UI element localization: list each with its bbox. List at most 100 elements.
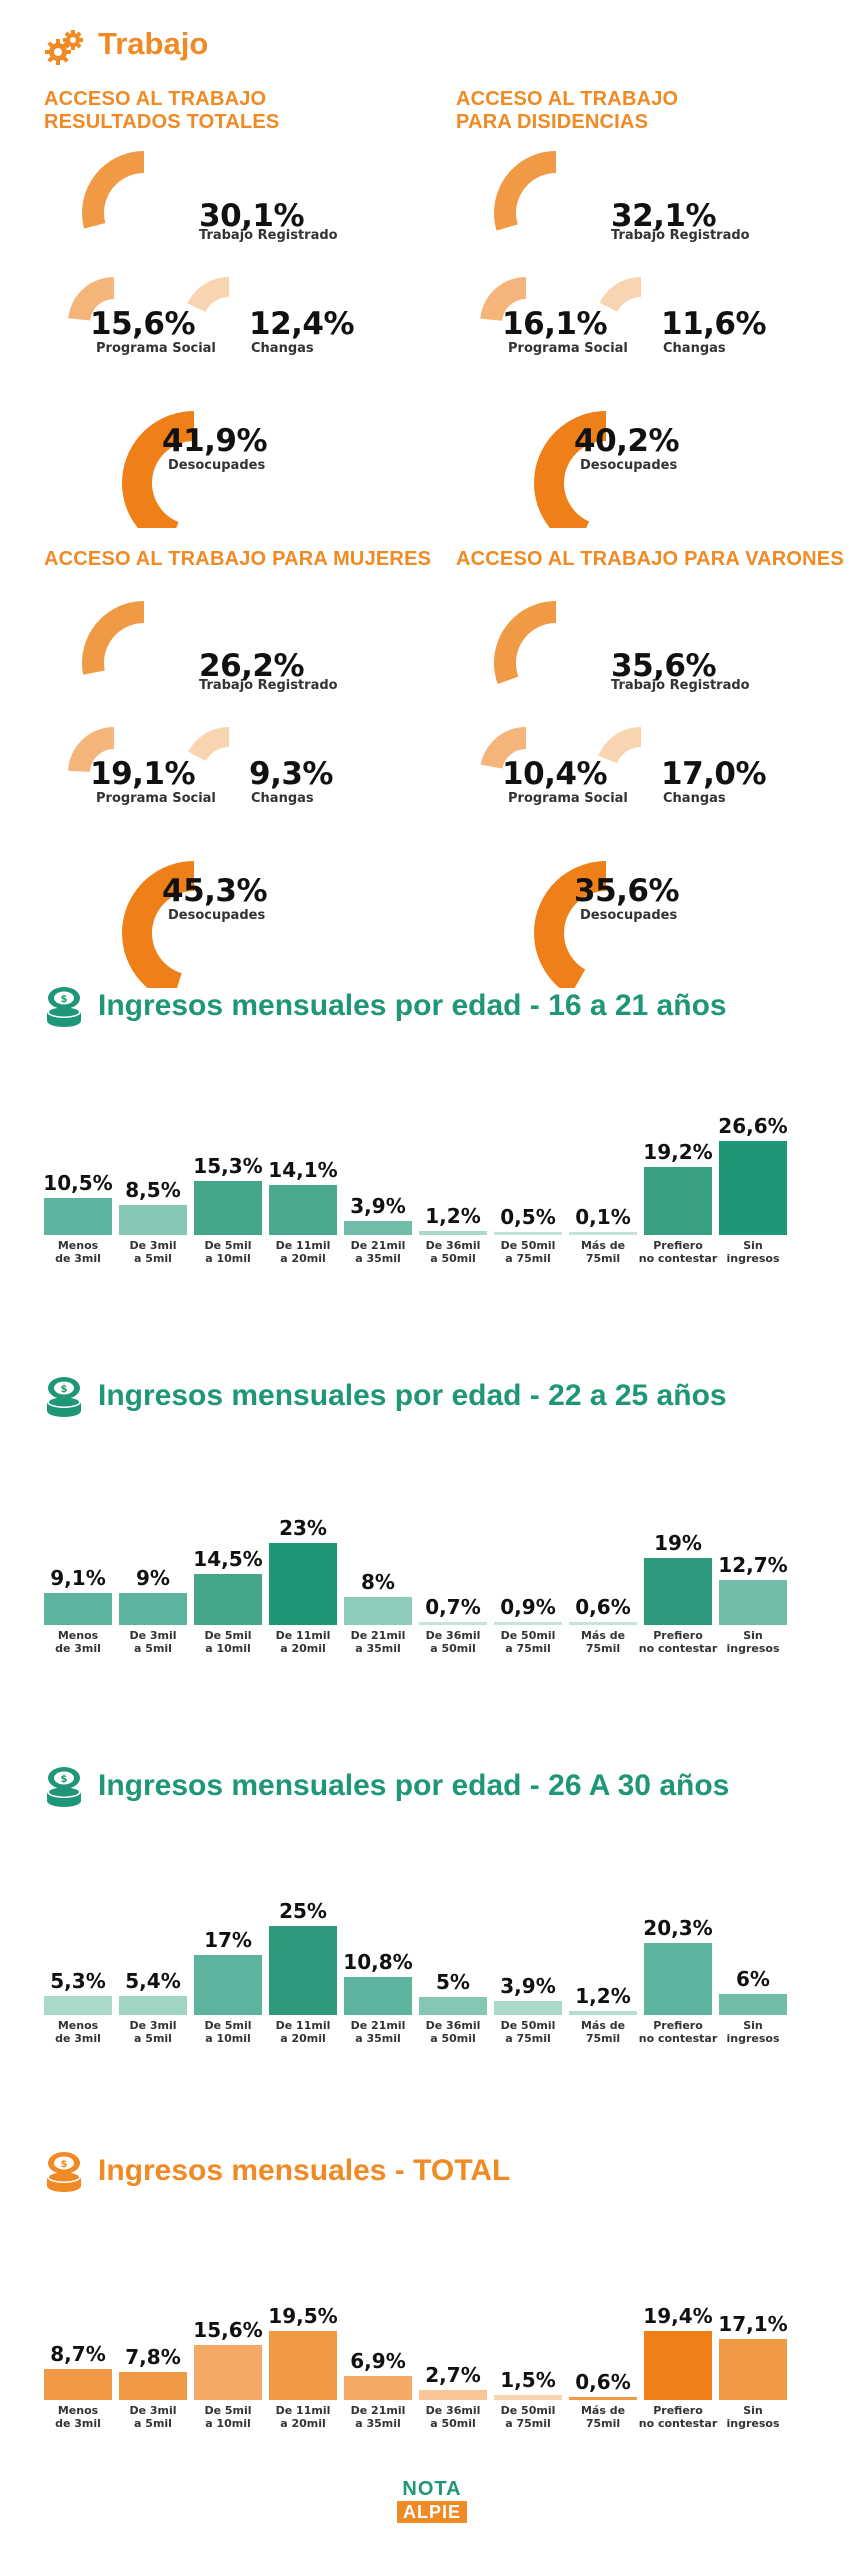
bar [419,2390,487,2400]
group-title-line1: ACCESO AL TRABAJO PARA MUJERES [44,548,432,570]
bar [194,2344,262,2400]
bar-value-label: 0,7% [425,1595,481,1619]
donut-value: 26,2% [199,648,305,684]
bar-value-label: 23% [279,1516,327,1541]
bar [269,1184,337,1235]
donut-label: Desocupades [168,458,266,473]
bar-value-label: 3,9% [350,1194,406,1219]
bar [269,2330,337,2400]
bar-value-label: 19,2% [643,1139,713,1164]
bar-chart: $ Ingresos mensuales por edad - 22 a 25 … [0,1365,853,1725]
bar-value-label: 15,3% [193,1153,263,1178]
category-label: De 50mil a 75mil [500,2019,556,2045]
bar-value-label: 5,4% [125,1968,181,1993]
category-label: De 5mil a 10mil [204,1239,252,1265]
nota-al-pie-logo: NOTA ALPIE [395,2478,469,2524]
bar [569,2397,637,2400]
chart-title: Ingresos mensuales por edad - 22 a 25 añ… [98,1379,727,1412]
donut-arc [68,277,114,321]
bar [419,1622,487,1625]
bar [494,1621,562,1625]
bar [194,1954,262,2015]
bar-value-label: 9,1% [50,1565,106,1590]
coins-icon: $ [44,1375,84,1419]
category-label: Más de 75mil [580,2404,626,2430]
bar-value-label: 0,5% [500,1205,556,1229]
bar [119,1593,187,1625]
bar-value-label: 8,7% [50,2342,106,2367]
bar-value-label: 14,5% [193,1546,263,1571]
donut-arc [480,277,526,321]
bar-value-label: 8% [361,1569,395,1594]
category-label: De 21mil a 35mil [350,2404,406,2430]
bar [419,1997,487,2015]
bar-value-label: 14,1% [268,1157,338,1182]
donut-label: Changas [251,791,314,806]
bar [644,1166,712,1235]
donut-label: Changas [663,791,726,806]
bar [719,1993,787,2015]
bar-value-label: 15,6% [193,2317,263,2342]
bar-value-label: 10,8% [343,1949,413,1974]
donut-label: Programa Social [96,341,216,356]
bar [569,1232,637,1235]
category-label: Sin ingresos [726,2404,780,2430]
bar [644,1942,712,2015]
donut-value: 41,9% [162,423,268,459]
bar-value-label: 9% [136,1566,170,1591]
donut-value: 16,1% [502,306,608,342]
bar [494,2001,562,2015]
bar-value-label: 17% [204,1927,252,1952]
donut-value: 12,4% [249,306,355,342]
bar-value-label: 0,1% [575,1205,631,1229]
donut-arc [122,411,194,528]
svg-text:$: $ [61,994,68,1005]
chart-title: Ingresos mensuales - TOTAL [98,2154,511,2187]
donut-arc [480,727,526,769]
svg-text:$: $ [61,1384,68,1395]
donut-value: 35,6% [611,648,717,684]
donut-label: Desocupades [168,908,266,923]
bar [419,1230,487,1235]
donut-value: 19,1% [90,756,196,792]
logo-line1: NOTA [402,2478,462,2500]
gears-icon [45,30,83,65]
bar [119,1995,187,2015]
bar-value-label: 20,3% [643,1915,713,1940]
bar [719,1579,787,1625]
category-label: Menos de 3mil [55,2404,101,2430]
donut-value: 11,6% [661,306,767,342]
donut-arc [599,277,641,312]
donut-value: 35,6% [574,873,680,909]
bar [119,2372,187,2400]
bar-value-label: 5% [436,1970,470,1995]
chart-title: Ingresos mensuales por edad - 26 A 30 añ… [98,1769,730,1802]
donut-arc [122,861,194,988]
bar-value-label: 0,9% [500,1594,556,1619]
donut-value: 17,0% [661,756,767,792]
bar [344,1596,412,1625]
donut-group: ACCESO AL TRABAJO PARA VARONES 35,6% Traba… [456,548,844,988]
category-label: De 5mil a 10mil [204,1629,252,1655]
category-label: Prefiero no contestar [638,1629,718,1655]
donut-arc [494,151,556,231]
donut-label: Desocupades [580,908,678,923]
bar [44,1996,112,2015]
donut-arc [598,727,641,764]
bar-value-label: 5,3% [50,1969,106,1994]
bar [44,1592,112,1625]
bar-value-label: 6,9% [350,2348,406,2373]
bar [644,2331,712,2400]
bar [569,1622,637,1625]
donut-arc [188,727,229,761]
bar-value-label: 3,9% [500,1974,556,1999]
category-label: Prefiero no contestar [638,2019,718,2045]
coins-icon: $ [44,1765,84,1809]
category-label: Prefiero no contestar [638,1239,718,1265]
donut-arcs [480,601,641,988]
donut-value: 32,1% [611,198,717,234]
group-title-line2: RESULTADOS TOTALES [44,111,280,133]
donut-value: 30,1% [199,198,305,234]
donut-label: Programa Social [96,791,216,806]
